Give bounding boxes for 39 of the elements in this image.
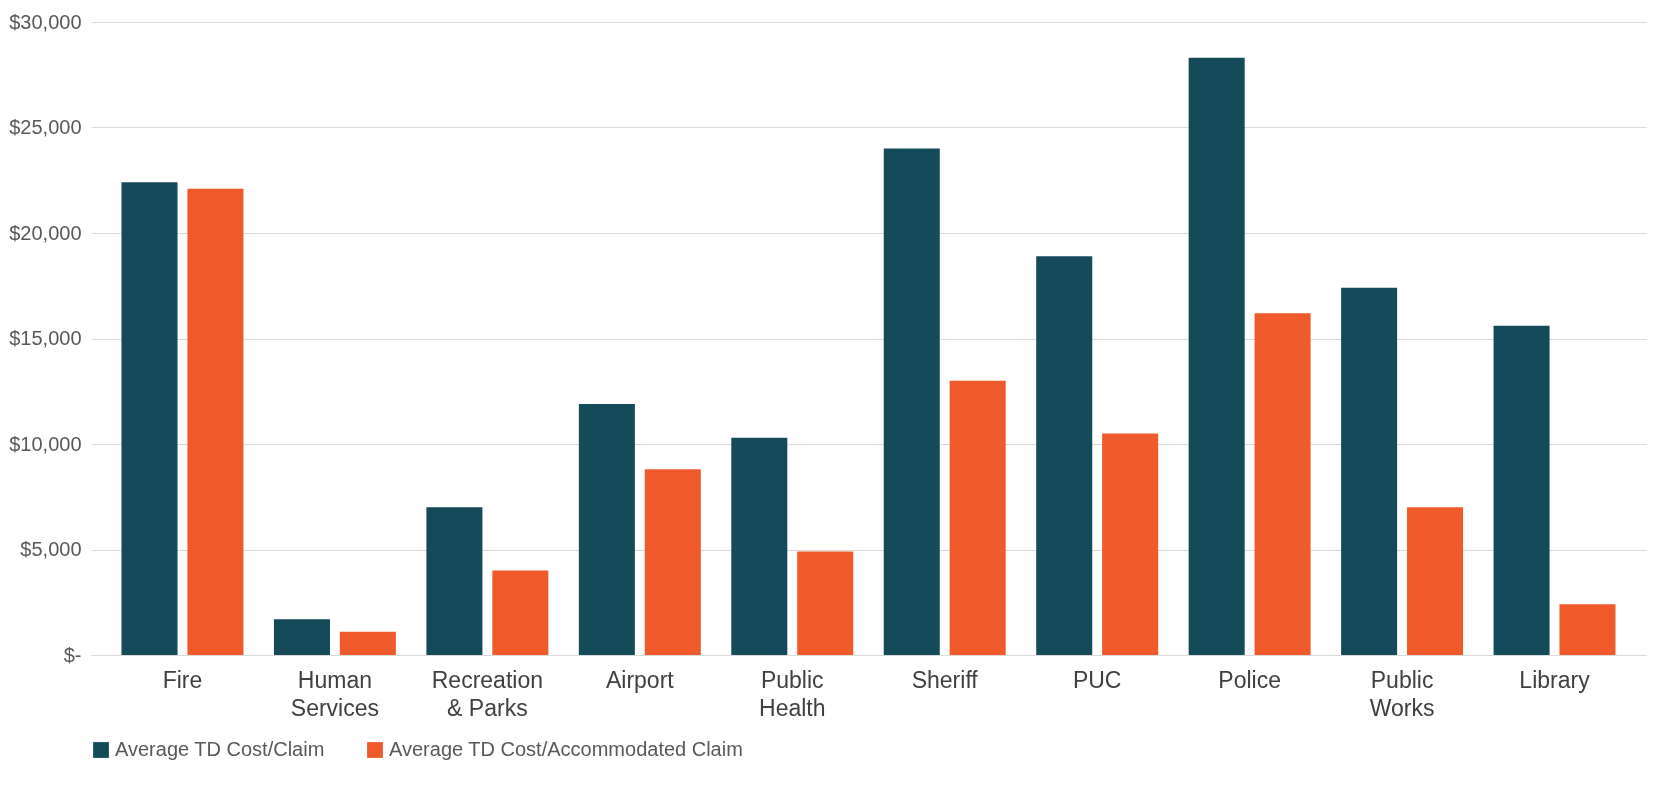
legend-label: Average TD Cost/Accommodated Claim <box>389 738 743 760</box>
bar <box>339 631 396 655</box>
y-tick-label: $- <box>63 643 82 666</box>
x-tick-label: Public Health <box>759 666 826 721</box>
bar <box>426 507 483 655</box>
x-tick-label: Sheriff <box>911 666 979 693</box>
bar <box>644 469 701 655</box>
legend-label: Average TD Cost/Claim <box>115 738 325 760</box>
x-tick-label: PUC <box>1072 666 1122 693</box>
y-tick-label: $5,000 <box>20 538 82 560</box>
bar <box>1036 256 1093 655</box>
bar <box>1493 325 1550 655</box>
x-tick-label: Fire <box>162 666 203 693</box>
bar <box>1341 287 1398 655</box>
bar <box>1254 313 1311 655</box>
x-tick-label: Human Services <box>290 666 380 721</box>
y-tick-label: $20,000 <box>9 221 82 244</box>
bar <box>492 570 549 655</box>
bar <box>121 182 178 655</box>
bar <box>883 148 940 655</box>
bar <box>949 380 1006 655</box>
bar <box>1407 507 1464 655</box>
y-tick-label: $25,000 <box>9 116 82 138</box>
bar <box>273 619 330 655</box>
bar <box>797 551 854 655</box>
x-tick-label: Recreation & Parks <box>431 666 543 721</box>
bar <box>731 437 788 655</box>
bar <box>578 403 635 655</box>
y-tick-label: $15,000 <box>9 327 82 349</box>
bar <box>1102 433 1159 655</box>
x-tick-label: Public Works <box>1369 666 1435 721</box>
y-tick-label: $30,000 <box>9 10 82 33</box>
x-tick-label: Police <box>1218 666 1281 693</box>
bar <box>1559 604 1616 655</box>
x-tick-label: Library <box>1519 666 1591 693</box>
bar <box>187 188 244 655</box>
y-tick-label: $10,000 <box>9 432 82 455</box>
x-tick-label: Airport <box>605 666 675 693</box>
bar <box>1188 57 1245 655</box>
